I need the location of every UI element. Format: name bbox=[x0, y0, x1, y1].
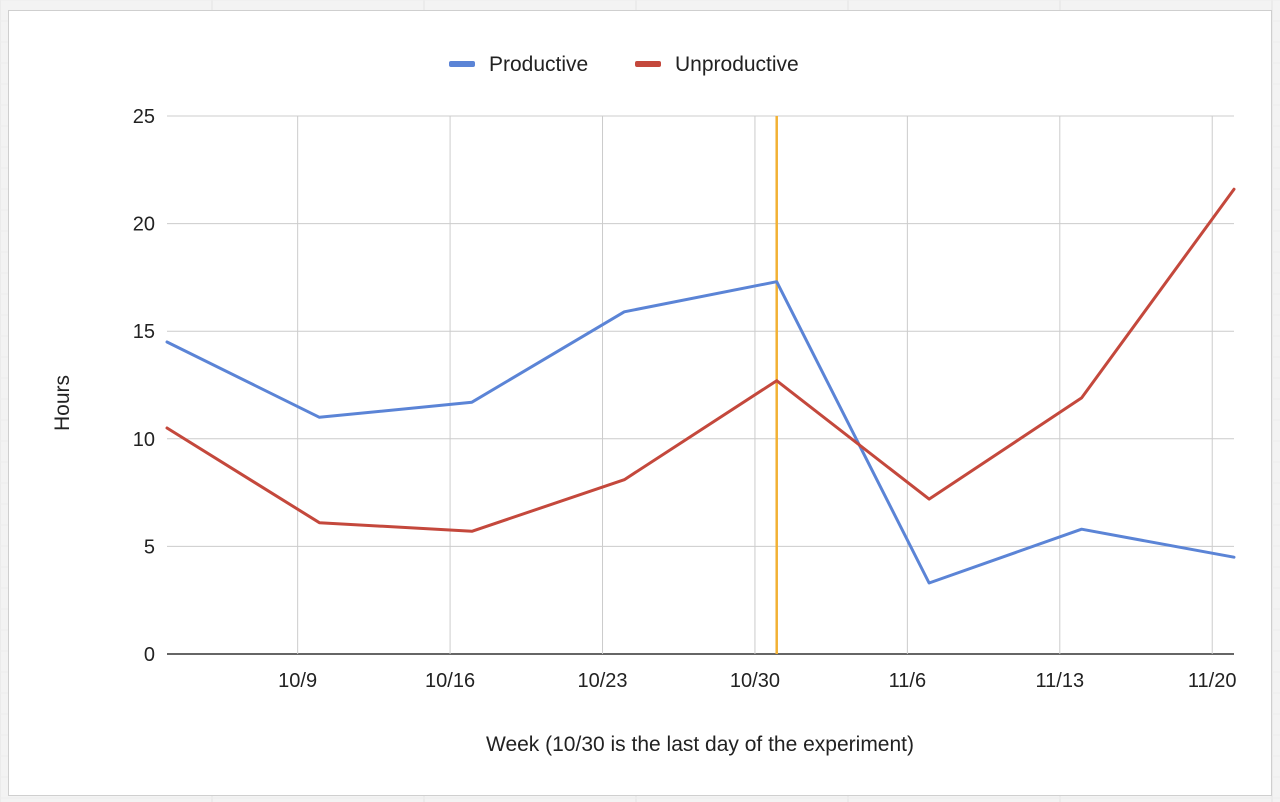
x-tick-label: 11/20 bbox=[1188, 670, 1237, 692]
x-tick-label: 11/6 bbox=[889, 670, 926, 692]
x-tick-label: 11/13 bbox=[1036, 670, 1085, 692]
legend-label-productive: Productive bbox=[489, 53, 588, 76]
x-tick-label: 10/23 bbox=[577, 670, 627, 692]
series-line-productive bbox=[165, 280, 1236, 585]
x-tick-label: 10/30 bbox=[730, 670, 780, 692]
x-axis-ticks: 10/9 10/16 10/23 10/30 11/6 11/13 11/20 bbox=[278, 670, 1236, 692]
y-tick-label: 25 bbox=[133, 106, 155, 128]
series-line-unproductive bbox=[165, 187, 1236, 533]
x-axis-title: Week (10/30 is the last day of the exper… bbox=[486, 733, 914, 756]
x-tick-label: 10/9 bbox=[278, 670, 317, 692]
y-tick-label: 10 bbox=[133, 429, 155, 451]
x-tick-label: 10/16 bbox=[425, 670, 475, 692]
legend-swatch-productive bbox=[449, 61, 475, 67]
y-axis-title: Hours bbox=[51, 375, 74, 431]
y-tick-label: 20 bbox=[133, 214, 155, 236]
y-tick-label: 5 bbox=[144, 536, 155, 558]
legend-label-unproductive: Unproductive bbox=[675, 53, 799, 76]
y-axis-ticks: 0 5 10 15 20 25 bbox=[133, 106, 155, 666]
y-tick-label: 0 bbox=[144, 644, 155, 666]
legend[interactable]: Productive Unproductive bbox=[449, 53, 799, 76]
y-tick-label: 15 bbox=[133, 321, 155, 343]
series-lines bbox=[165, 187, 1236, 585]
gridlines bbox=[167, 115, 1234, 655]
chart-card[interactable]: 0 5 10 15 20 25 10/9 10/16 10/23 10/30 11/6 11/13 1… bbox=[8, 10, 1272, 796]
legend-swatch-unproductive bbox=[635, 61, 661, 67]
